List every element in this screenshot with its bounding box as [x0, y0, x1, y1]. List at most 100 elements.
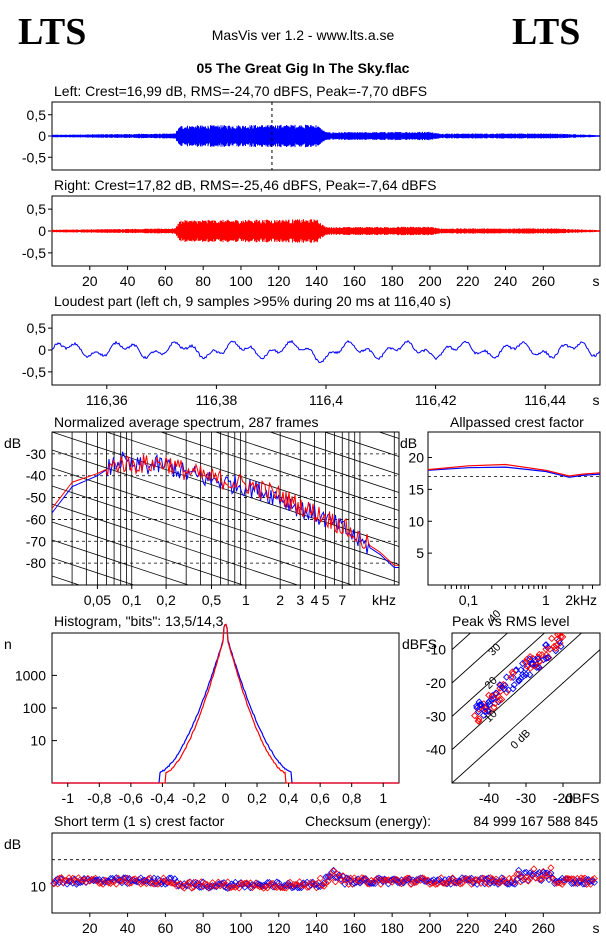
- x-tick-label: 100: [229, 920, 253, 936]
- pvr-point: [510, 681, 518, 689]
- x-tick-label: 260: [532, 920, 556, 936]
- x-tick-label: 1: [542, 592, 550, 608]
- x-tick-label: 260: [532, 273, 556, 289]
- x-tick-label: 180: [380, 920, 404, 936]
- crest-point: [263, 884, 271, 892]
- crest-point: [324, 873, 332, 881]
- crest-point: [409, 879, 417, 887]
- x-tick-label: 220: [456, 920, 480, 936]
- y-label: dBFS: [402, 636, 437, 652]
- pvr-point: [529, 660, 537, 668]
- pvr-point: [530, 662, 538, 670]
- y-tick-label: 20: [408, 450, 424, 466]
- crest-point: [517, 873, 525, 881]
- crest-point: [494, 878, 502, 886]
- crest-point: [441, 879, 449, 888]
- crest-point: [552, 877, 561, 885]
- x-tick-label: 20: [82, 273, 98, 289]
- slope-line: [52, 432, 399, 547]
- pvr-lines: [452, 633, 600, 783]
- slope-line: [52, 234, 399, 349]
- crest-point: [464, 875, 472, 883]
- crest-point: [347, 877, 355, 885]
- crest-point: [377, 880, 385, 888]
- x-tick-label: 0,1: [459, 592, 479, 608]
- crest-point: [588, 877, 597, 885]
- crest-point: [124, 874, 132, 882]
- crest-point: [405, 874, 413, 882]
- crest-point: [590, 878, 598, 886]
- x-tick-label: 200: [418, 920, 442, 936]
- y-tick-label: 5: [416, 545, 424, 561]
- x-tick-label: -1: [62, 790, 75, 806]
- waveform-trace: [51, 219, 600, 243]
- x-unit: dBFS: [564, 790, 599, 806]
- crest-point: [260, 881, 268, 890]
- pvr-point: [500, 685, 508, 693]
- x-tick-label: -20: [553, 790, 573, 806]
- chart-title: Normalized average spectrum, 287 frames: [54, 414, 319, 430]
- crest-point: [579, 875, 587, 883]
- pvr-point: [542, 641, 550, 649]
- crest-point: [422, 876, 430, 885]
- x-unit: kHz: [372, 592, 396, 608]
- crest-point: [241, 879, 249, 887]
- crest-point: [224, 884, 232, 892]
- pvr-point: [538, 651, 546, 659]
- crest-point: [403, 874, 411, 882]
- crest-point: [456, 880, 464, 888]
- crest-point: [203, 881, 211, 889]
- x-tick-label: 3: [296, 592, 304, 608]
- x-tick-label: 160: [343, 273, 367, 289]
- crest-point: [329, 866, 338, 874]
- pvr-point: [471, 711, 479, 720]
- crest-point: [216, 880, 224, 888]
- crest-point: [141, 876, 149, 884]
- y-tick-label: 15: [408, 481, 424, 497]
- slope-line: [52, 612, 399, 727]
- slope-line: [52, 630, 399, 745]
- x-unit: s: [593, 392, 600, 408]
- crest-point: [182, 881, 190, 889]
- x-tick-label: 120: [267, 273, 291, 289]
- x-unit: s: [593, 273, 600, 289]
- pvr-point: [492, 689, 500, 697]
- crest-point: [454, 877, 462, 885]
- crest-point: [498, 877, 506, 885]
- crest-point: [490, 877, 498, 885]
- x-tick-label: 4: [311, 592, 319, 608]
- crest-point: [101, 876, 109, 884]
- crest-point: [142, 877, 151, 885]
- slope-line: [159, 432, 399, 511]
- crest-point: [120, 875, 128, 883]
- slope-line: [214, 432, 399, 493]
- x-tick-label: 0,2: [247, 790, 267, 806]
- pvr-point: [526, 671, 534, 679]
- crest-point: [416, 876, 425, 884]
- crest-point: [518, 876, 527, 884]
- pvr-point: [512, 666, 520, 674]
- crest-point: [501, 879, 510, 887]
- y-tick-label: 10: [30, 733, 46, 749]
- crest-point: [520, 875, 528, 883]
- x-tick-label: -30: [516, 790, 536, 806]
- pvr-point: [488, 692, 496, 700]
- crest-point: [415, 876, 423, 884]
- plots-group: Left: Crest=16,99 dB, RMS=-24,70 dBFS, P…: [4, 83, 601, 936]
- crest-diagonal: [452, 633, 583, 751]
- slope-line: [323, 432, 399, 457]
- x-tick-label: 5: [322, 592, 330, 608]
- crest-point: [288, 882, 296, 890]
- crest-point: [392, 875, 400, 883]
- pvr-point: [519, 659, 527, 668]
- crest-point: [415, 875, 423, 883]
- y-tick-label: -10: [426, 642, 446, 658]
- pvr-point: [554, 633, 562, 639]
- crest-point: [248, 884, 256, 892]
- x-tick-label: 116,42: [415, 392, 457, 408]
- plot-frame: [51, 832, 601, 914]
- pvr-point: [561, 633, 564, 635]
- crest-point: [197, 883, 205, 891]
- app-title: MasVis ver 1.2 - www.lts.a.se: [212, 27, 395, 43]
- y-tick-label: 0: [38, 128, 46, 144]
